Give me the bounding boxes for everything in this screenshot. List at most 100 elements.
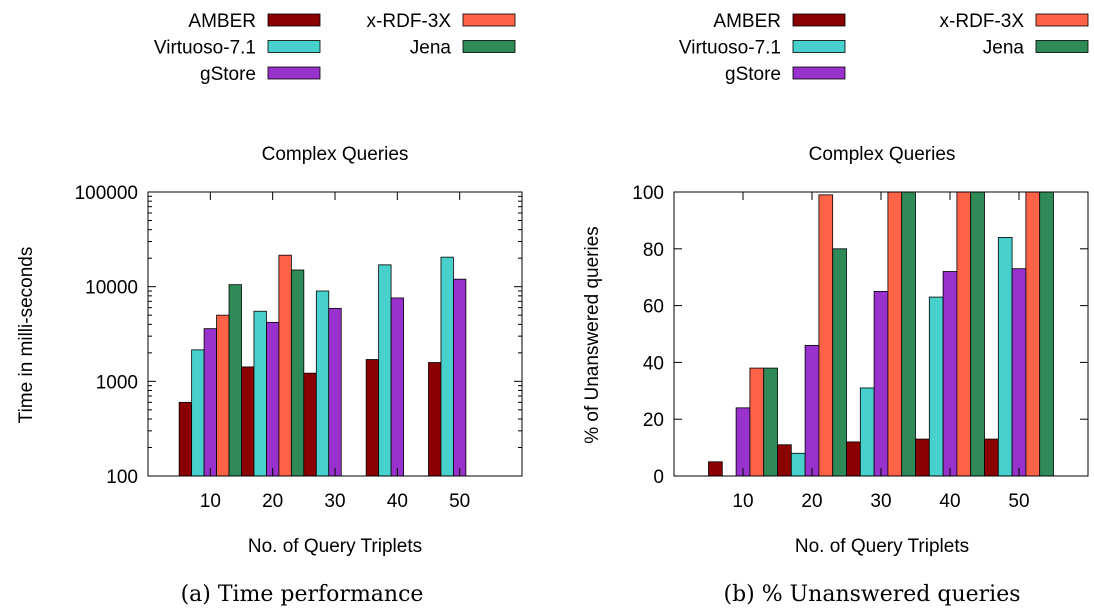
caption: (a) Time performance	[181, 582, 424, 607]
bar-x-rdf-3x-40	[956, 191, 972, 477]
bar-gstore-40	[390, 297, 404, 477]
x-axis: 10 20 30 40 50	[200, 192, 470, 512]
legend-label: AMBER	[713, 11, 781, 32]
bar-gstore-30	[328, 307, 342, 477]
legend-label: Virtuoso-7.1	[679, 38, 781, 59]
y-tick-label: 10000	[85, 278, 138, 299]
legend-label: gStore	[725, 64, 781, 85]
bar-jena-50	[1039, 191, 1054, 477]
legend-swatch	[267, 40, 321, 53]
chart-time-performance: AMBER Virtuoso-7.1 gStore x-RDF-3X Jena Comp…	[16, 11, 523, 607]
x-tick-label: 40	[939, 491, 960, 512]
bar-amber-30	[303, 372, 317, 477]
chart-title: Complex Queries	[262, 144, 409, 165]
x-tick-label: 30	[324, 491, 345, 512]
bar-x-rdf-3x-50	[1025, 191, 1041, 477]
bar-gstore-20	[266, 321, 280, 477]
bar-amber-10	[178, 401, 193, 477]
x-axis-label: No. of Query Triplets	[795, 536, 969, 557]
bar-gstore-40	[942, 271, 958, 477]
x-tick-label: 10	[200, 491, 221, 512]
y-axis: 100 1000 10000 100000	[75, 183, 522, 488]
x-tick-label: 40	[387, 491, 408, 512]
bar-jena-20	[832, 248, 847, 477]
bar-x-rdf-3x-30	[887, 191, 903, 477]
legend-label: AMBER	[188, 11, 256, 32]
bar-virtuoso-7-1-10	[191, 349, 205, 477]
y-tick-label: 0	[653, 467, 664, 488]
bar-virtuoso-7-1-50	[440, 256, 454, 477]
legend-swatch	[792, 13, 846, 27]
bar-virtuoso-7-1-30	[315, 290, 330, 477]
chart-unanswered-queries: AMBER Virtuoso-7.1 gStore x-RDF-3X Jena Comp…	[582, 11, 1089, 607]
legend-label: Jena	[983, 38, 1025, 59]
legend: AMBER Virtuoso-7.1 gStore x-RDF-3X Jena	[154, 11, 516, 85]
legend-swatch	[792, 40, 846, 53]
y-tick-label: 100	[106, 467, 138, 488]
x-axis: 10 20 30 40 50	[732, 192, 1030, 512]
x-tick-label: 20	[262, 491, 283, 512]
bar-jena-40	[970, 191, 985, 477]
legend-swatch	[1035, 13, 1089, 27]
legend-label: gStore	[200, 64, 256, 85]
bar-amber-40	[915, 438, 930, 477]
bars	[708, 191, 1054, 477]
bar-x-rdf-3x-10	[216, 314, 230, 477]
bar-amber-50	[428, 362, 442, 477]
y-tick-label: 20	[643, 410, 664, 431]
bar-virtuoso-7-1-40	[928, 296, 944, 477]
y-tick-label: 40	[643, 353, 664, 374]
bar-gstore-50	[453, 278, 467, 477]
x-tick-label: 30	[870, 491, 891, 512]
bar-amber-40	[365, 359, 380, 477]
x-tick-label: 50	[449, 491, 470, 512]
x-tick-label: 50	[1008, 491, 1029, 512]
legend-swatch	[267, 13, 321, 27]
legend-swatch	[792, 66, 846, 80]
x-tick-label: 20	[801, 491, 822, 512]
bar-jena-10	[763, 367, 778, 477]
bar-x-rdf-3x-20	[278, 254, 292, 477]
bar-amber-30	[846, 441, 861, 477]
bar-amber-10	[708, 461, 723, 477]
y-axis-label: Time in milli-seconds	[16, 247, 37, 424]
bar-gstore-20	[804, 344, 820, 477]
bar-virtuoso-7-1-50	[997, 237, 1013, 477]
bar-jena-10	[228, 284, 242, 477]
bar-amber-20	[241, 366, 255, 477]
bar-virtuoso-7-1-40	[378, 264, 392, 477]
bar-gstore-50	[1011, 268, 1027, 477]
legend-label: Virtuoso-7.1	[154, 38, 256, 59]
y-tick-label: 1000	[96, 372, 138, 393]
legend-label: x-RDF-3X	[367, 11, 452, 32]
chart-title: Complex Queries	[809, 144, 956, 165]
y-axis: 0 20 40 60 80 100	[632, 183, 1088, 488]
bar-gstore-30	[873, 290, 889, 477]
legend-swatch	[462, 40, 516, 53]
x-tick-label: 10	[732, 491, 753, 512]
y-axis-label: % of Unanswered queries	[582, 226, 603, 444]
bar-jena-20	[290, 269, 305, 477]
bar-x-rdf-3x-10	[749, 367, 765, 477]
x-axis-label: No. of Query Triplets	[248, 536, 422, 557]
bar-virtuoso-7-1-20	[790, 452, 806, 477]
legend-label: Jena	[410, 38, 452, 59]
bar-gstore-10	[735, 407, 751, 477]
legend-swatch	[462, 13, 516, 27]
legend-swatch	[1035, 40, 1089, 53]
caption: (b) % Unanswered queries	[723, 582, 1020, 607]
bar-virtuoso-7-1-20	[253, 310, 267, 477]
bar-amber-20	[777, 444, 792, 477]
y-tick-label: 80	[643, 240, 664, 261]
bar-virtuoso-7-1-30	[859, 387, 875, 477]
legend: AMBER Virtuoso-7.1 gStore x-RDF-3X Jena	[679, 11, 1089, 85]
y-tick-label: 60	[643, 297, 664, 318]
y-tick-label: 100000	[75, 183, 138, 204]
legend-swatch	[267, 66, 321, 80]
legend-label: x-RDF-3X	[940, 11, 1025, 32]
bar-gstore-10	[203, 328, 217, 477]
bar-x-rdf-3x-20	[818, 194, 834, 477]
bars	[178, 254, 467, 477]
bar-jena-30	[901, 191, 916, 477]
